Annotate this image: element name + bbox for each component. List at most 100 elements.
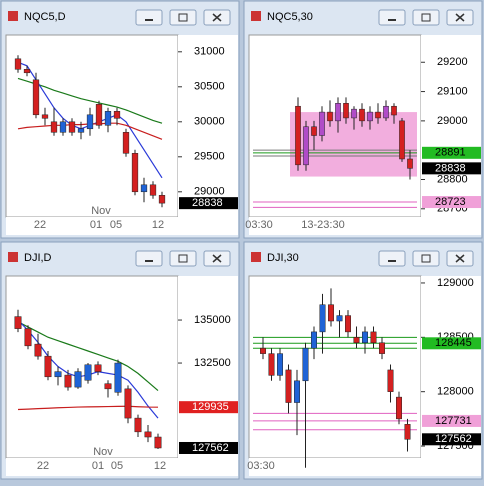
- minimize-button[interactable]: [135, 250, 163, 267]
- title-bar: [2, 2, 238, 32]
- y-tick-label: 30000: [194, 116, 225, 128]
- candle-body: [23, 69, 31, 74]
- candle-body: [387, 369, 394, 392]
- price-axis: [178, 35, 238, 217]
- window-icon: [8, 11, 18, 21]
- price-tag: [179, 401, 238, 414]
- restore-button[interactable]: [169, 250, 197, 267]
- candle-body: [319, 111, 325, 136]
- candle-body: [32, 79, 40, 116]
- candle-body: [34, 343, 42, 357]
- x-tick-label: Nov: [93, 446, 113, 458]
- candle-body: [362, 331, 368, 344]
- price-axis: [421, 35, 481, 217]
- chart-window: DJI,301290001285001280001275001284451277…: [243, 241, 483, 480]
- x-tick-label: 03:30: [245, 219, 273, 231]
- close-icon: [212, 254, 222, 263]
- minimize-icon: [388, 19, 396, 21]
- candle-body: [353, 337, 360, 344]
- price-tag-label: 28838: [192, 197, 223, 209]
- price-tag: [422, 433, 481, 446]
- restore-button[interactable]: [169, 9, 197, 26]
- price-axis: [421, 276, 481, 458]
- candle-body: [149, 184, 157, 196]
- y-tick-label: 129000: [437, 277, 474, 289]
- candle-body: [327, 111, 333, 122]
- candle-body: [41, 114, 49, 119]
- x-tick-label: 01: [90, 219, 102, 231]
- price-tag-label: 128445: [435, 337, 472, 349]
- chart-window: DJI,D 135000 132500 129935 127562 22 Nov 01 05 12: [0, 241, 240, 480]
- price-tag: [422, 414, 481, 427]
- x-tick-label: 13-23:30: [301, 219, 344, 231]
- candle-body: [370, 331, 377, 344]
- close-icon: [455, 13, 465, 22]
- x-tick-label: 12: [154, 460, 166, 472]
- plot-area: [5, 275, 179, 459]
- title-bar: [245, 243, 481, 273]
- candle-body: [158, 195, 166, 204]
- price-tag-label: 28838: [435, 162, 466, 174]
- candle-body: [303, 126, 309, 166]
- restore-button[interactable]: [412, 9, 440, 26]
- restore-icon: [421, 254, 431, 263]
- price-tag-label: 127562: [435, 433, 472, 445]
- minimize-button[interactable]: [378, 9, 406, 26]
- y-tick-label: 29100: [437, 85, 468, 97]
- y-tick-label: 132500: [194, 357, 231, 369]
- candle-body: [351, 108, 357, 119]
- candle-body: [104, 111, 112, 126]
- title-bar: [245, 2, 481, 32]
- candle-body: [144, 431, 152, 438]
- candle-body: [94, 364, 102, 372]
- candle-body: [104, 383, 112, 390]
- restore-icon: [421, 13, 431, 22]
- candle-body: [311, 126, 317, 136]
- window-title: NQC5,30: [267, 11, 313, 23]
- y-tick-label: 30500: [194, 81, 225, 93]
- price-tag-label: 28891: [435, 147, 466, 159]
- minimize-button[interactable]: [135, 9, 163, 26]
- candle-body: [24, 328, 32, 347]
- x-tick-label: 12: [152, 219, 164, 231]
- window-icon: [8, 252, 18, 262]
- candle-body: [379, 342, 385, 354]
- candle-body: [14, 316, 22, 329]
- x-tick-label: 03:30: [247, 460, 275, 472]
- price-tag: [422, 146, 481, 159]
- candle-body: [134, 417, 142, 433]
- candle-body: [359, 108, 365, 122]
- candle-body: [131, 153, 139, 193]
- x-tick-label: 05: [111, 460, 123, 472]
- restore-icon: [178, 13, 188, 22]
- candle-body: [154, 436, 162, 449]
- candle-body: [294, 380, 300, 403]
- restore-icon: [178, 254, 188, 263]
- y-tick-label: 31000: [194, 46, 225, 58]
- time-axis: [6, 217, 238, 235]
- candle-body: [122, 132, 130, 154]
- candle-body: [114, 362, 122, 393]
- candle-body: [407, 158, 413, 169]
- time-axis: [249, 458, 481, 476]
- plot-area: [248, 275, 422, 459]
- candle-body: [59, 121, 67, 133]
- y-tick-label: 29200: [437, 56, 468, 68]
- candle-body: [50, 121, 58, 133]
- y-tick-label: 28800: [437, 173, 468, 185]
- moving-average: [17, 77, 163, 124]
- candle-body: [345, 315, 351, 333]
- candle-body: [328, 304, 334, 322]
- candle-body: [396, 396, 402, 420]
- candle-body: [319, 304, 326, 333]
- candle-body: [140, 184, 148, 193]
- candle-body: [285, 369, 292, 403]
- y-tick-label: 29000: [194, 186, 225, 198]
- price-tag-label: 127562: [192, 442, 229, 454]
- candle-body: [84, 364, 92, 381]
- y-tick-label: 29000: [437, 115, 468, 127]
- restore-button[interactable]: [412, 250, 440, 267]
- minimize-button[interactable]: [378, 250, 406, 267]
